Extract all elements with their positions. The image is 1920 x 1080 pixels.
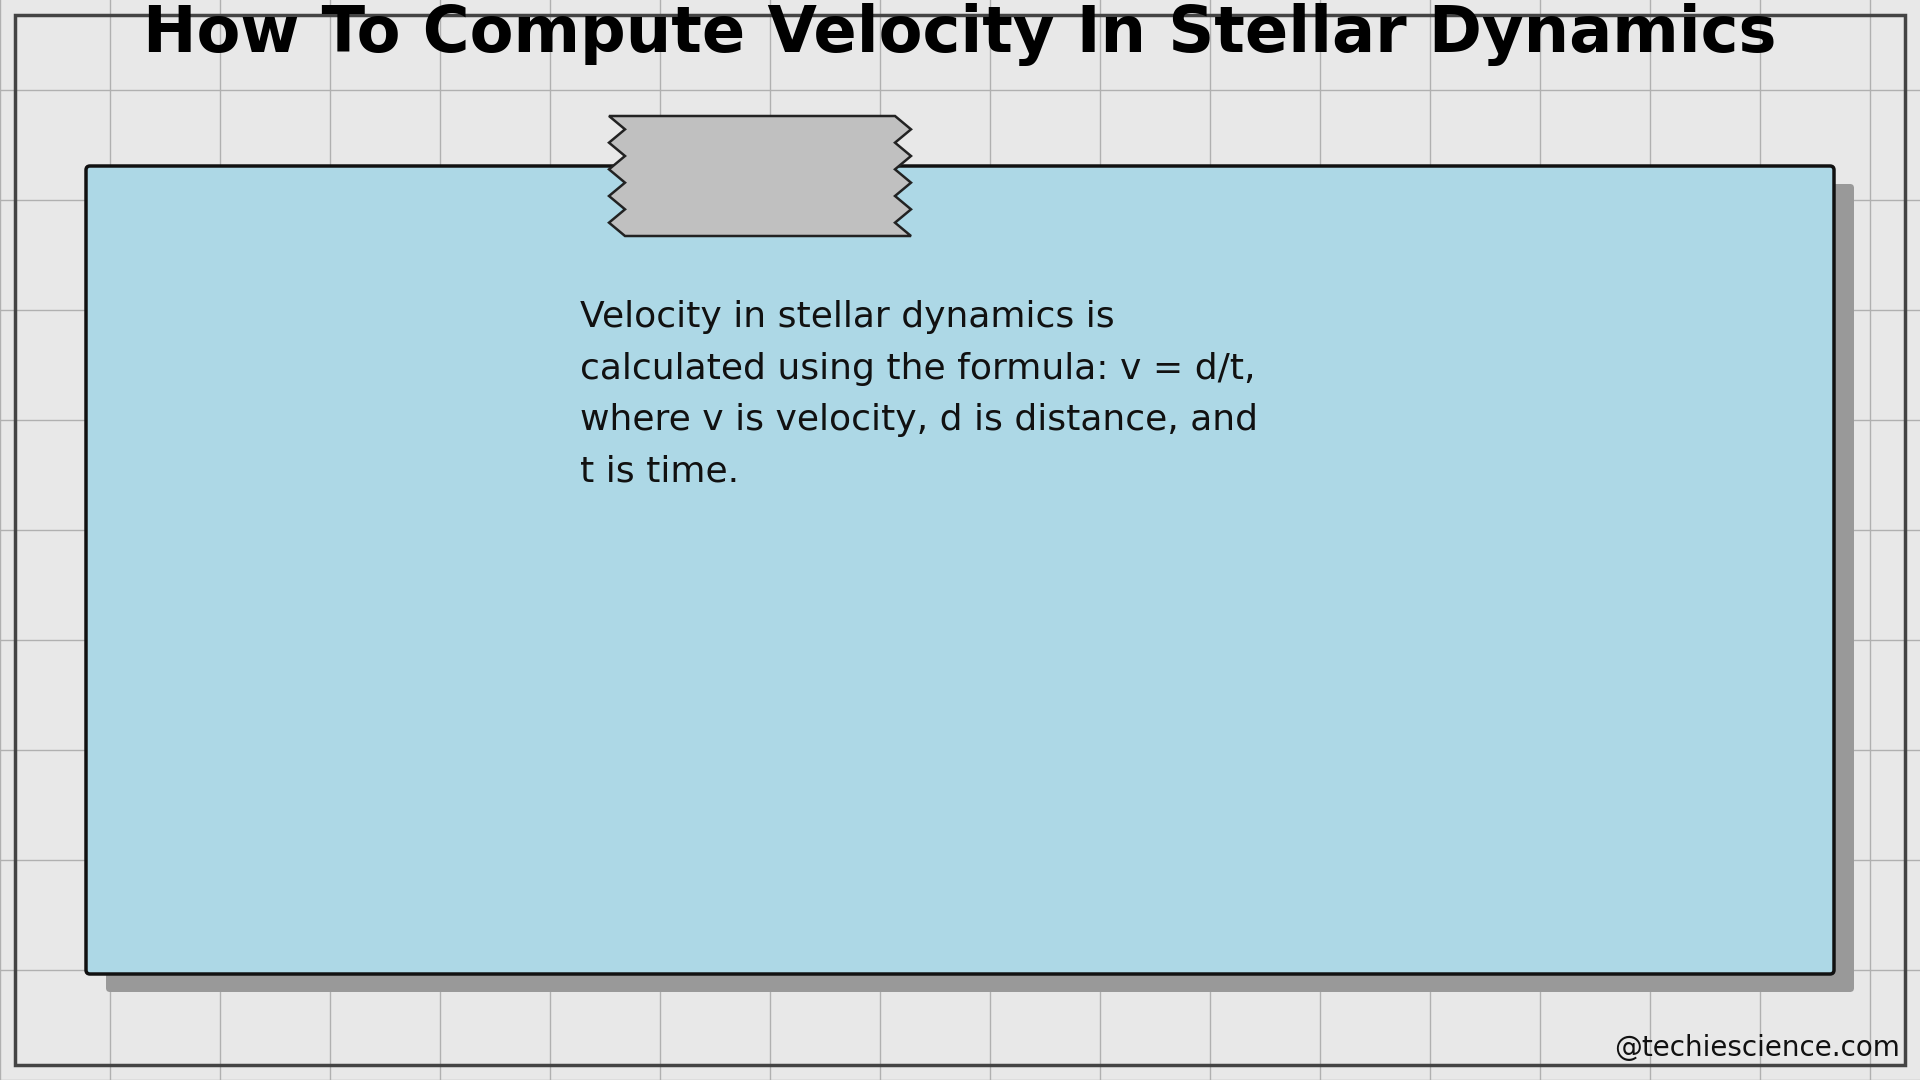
Text: @techiescience.com: @techiescience.com xyxy=(1615,1034,1901,1062)
FancyBboxPatch shape xyxy=(106,184,1855,993)
Text: Velocity in stellar dynamics is
calculated using the formula: v = d/t,
where v i: Velocity in stellar dynamics is calculat… xyxy=(580,300,1258,488)
Polygon shape xyxy=(609,116,910,237)
Text: How To Compute Velocity In Stellar Dynamics: How To Compute Velocity In Stellar Dynam… xyxy=(144,3,1776,67)
FancyBboxPatch shape xyxy=(86,166,1834,974)
